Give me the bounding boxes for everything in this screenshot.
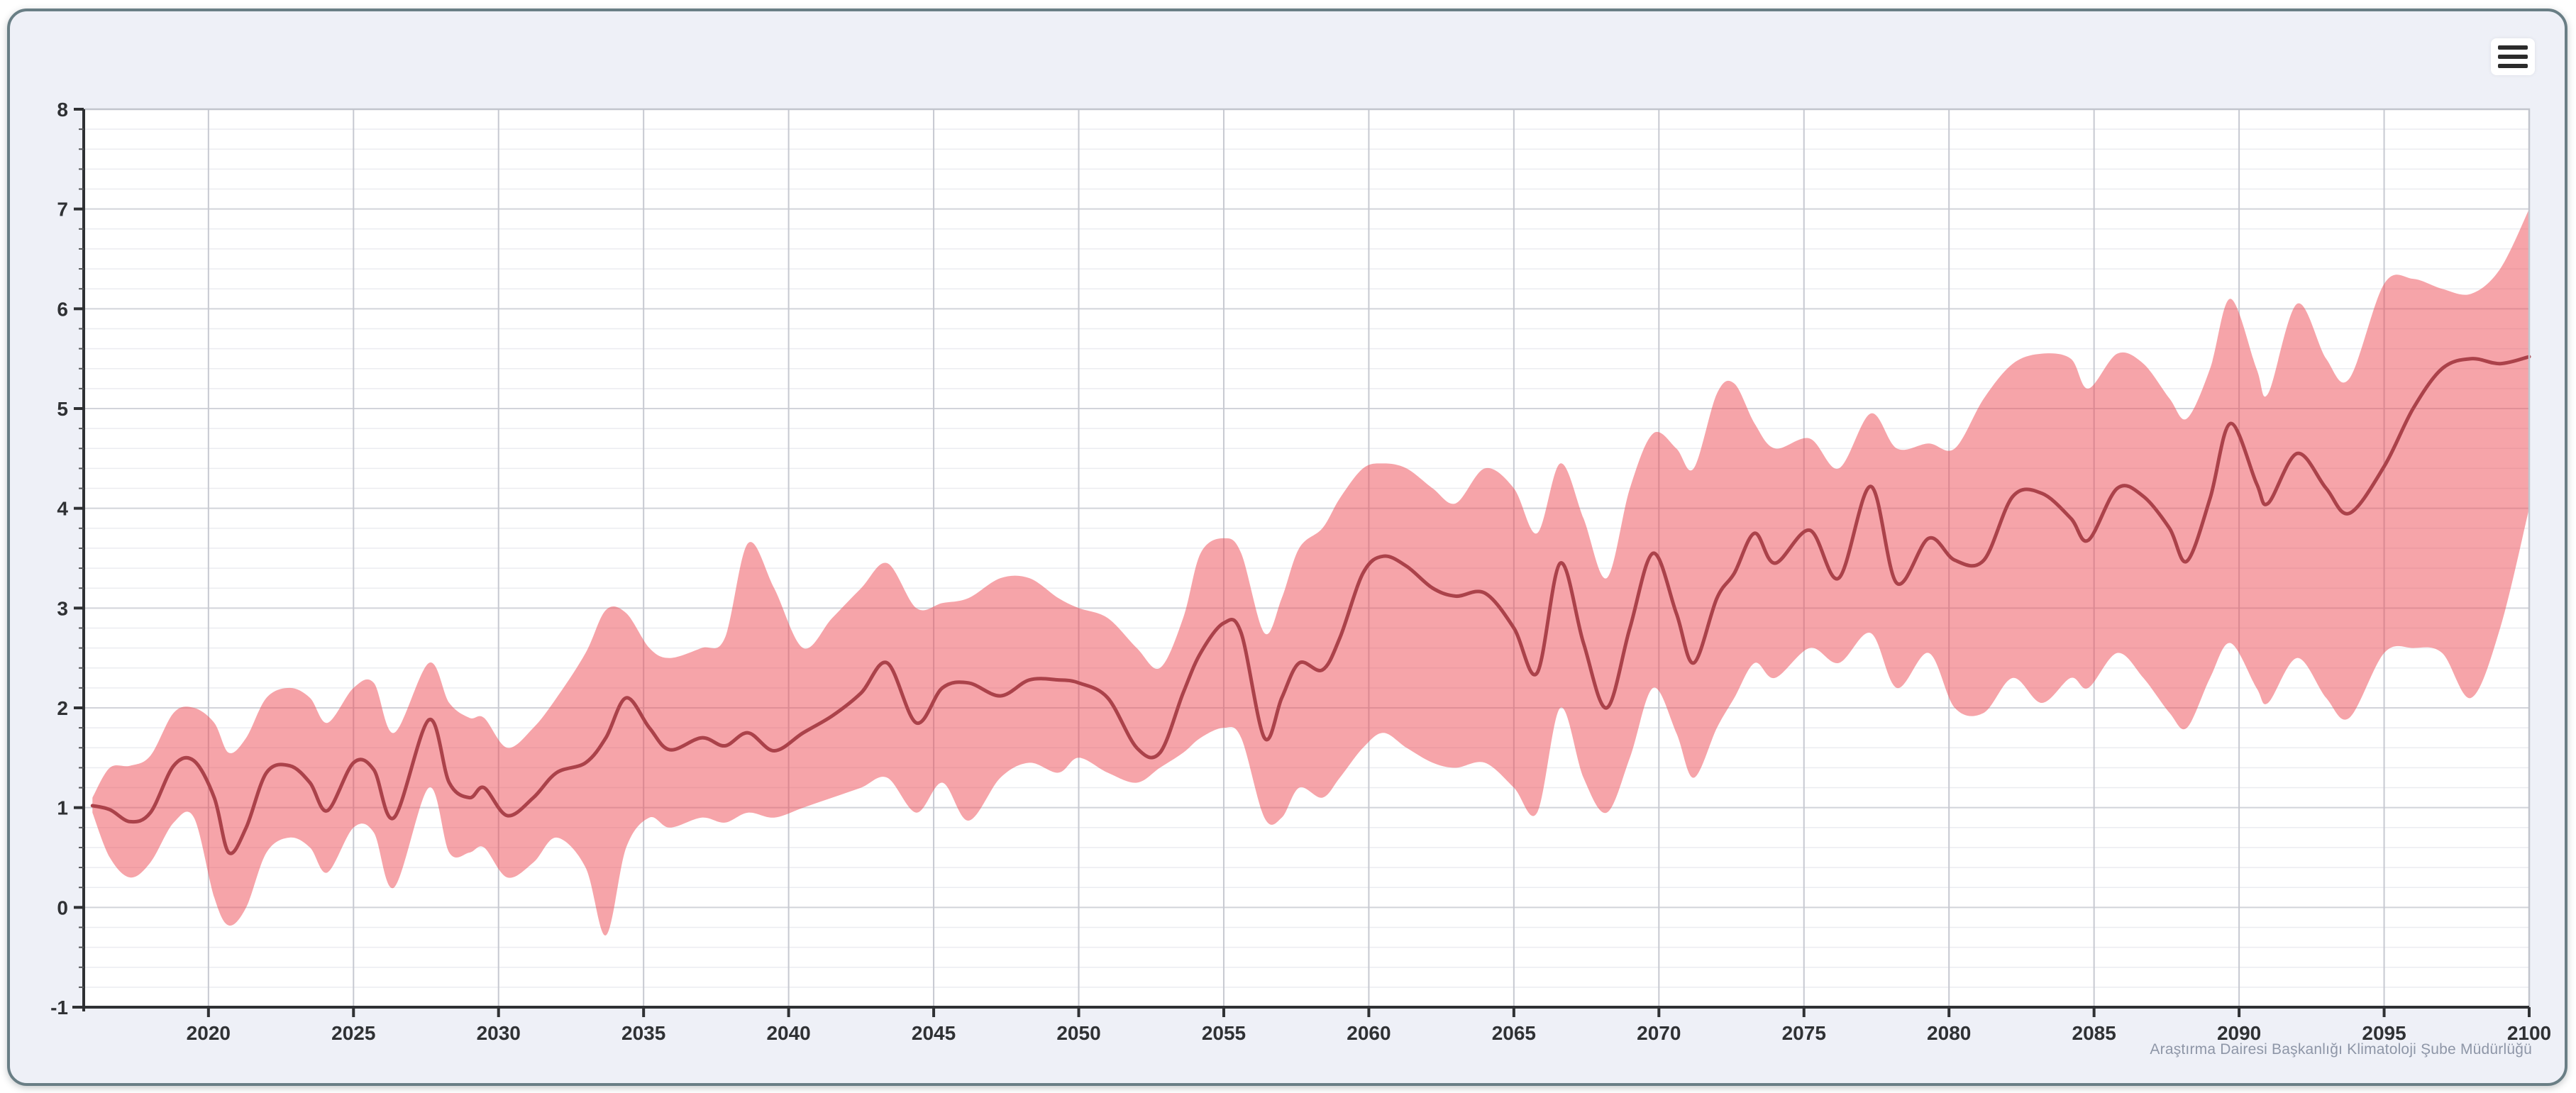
x-axis-label: 2065 bbox=[1492, 1022, 1536, 1044]
x-axis-label: 2030 bbox=[477, 1022, 521, 1044]
x-axis-label: 2040 bbox=[766, 1022, 810, 1044]
x-axis-label: 2085 bbox=[2072, 1022, 2116, 1044]
y-axis-label: -1 bbox=[50, 997, 68, 1019]
x-axis-label: 2045 bbox=[912, 1022, 956, 1044]
y-axis-label: 2 bbox=[57, 697, 68, 719]
x-axis-label: 2025 bbox=[331, 1022, 375, 1044]
axes bbox=[72, 108, 2531, 1017]
y-axis-label: 5 bbox=[57, 398, 68, 420]
x-axis-label: 2035 bbox=[621, 1022, 665, 1044]
y-axis-label: 7 bbox=[57, 199, 68, 221]
y-axis-label: 8 bbox=[57, 99, 68, 121]
y-axis-label: 1 bbox=[57, 797, 68, 819]
chart-credits: Araştırma Dairesi Başkanlığı Klimatoloji… bbox=[2150, 1041, 2532, 1058]
x-axis-label: 2050 bbox=[1056, 1022, 1100, 1044]
x-axis-label: 2055 bbox=[1202, 1022, 1246, 1044]
hamburger-icon bbox=[2498, 55, 2528, 59]
mean-line[interactable] bbox=[90, 355, 2531, 855]
y-axis-label: 6 bbox=[57, 298, 68, 320]
uncertainty-band[interactable] bbox=[92, 209, 2529, 936]
chart-context-menu-button[interactable] bbox=[2491, 38, 2535, 75]
y-axis-label: 0 bbox=[57, 897, 68, 919]
x-axis-label: 2070 bbox=[1637, 1022, 1681, 1044]
hamburger-icon bbox=[2498, 45, 2528, 50]
y-axis-label: 3 bbox=[57, 597, 68, 619]
x-axis-label: 2095 bbox=[2362, 1022, 2406, 1044]
hamburger-icon bbox=[2498, 64, 2528, 68]
x-axis-label: 2020 bbox=[187, 1022, 231, 1044]
y-axis-label: 4 bbox=[57, 498, 68, 520]
x-axis-label: 2060 bbox=[1347, 1022, 1391, 1044]
x-axis-label: 2100 bbox=[2507, 1022, 2551, 1044]
x-axis-label: 2090 bbox=[2217, 1022, 2261, 1044]
x-axis-label: 2075 bbox=[1782, 1022, 1826, 1044]
x-axis-label: 2080 bbox=[1927, 1022, 1971, 1044]
